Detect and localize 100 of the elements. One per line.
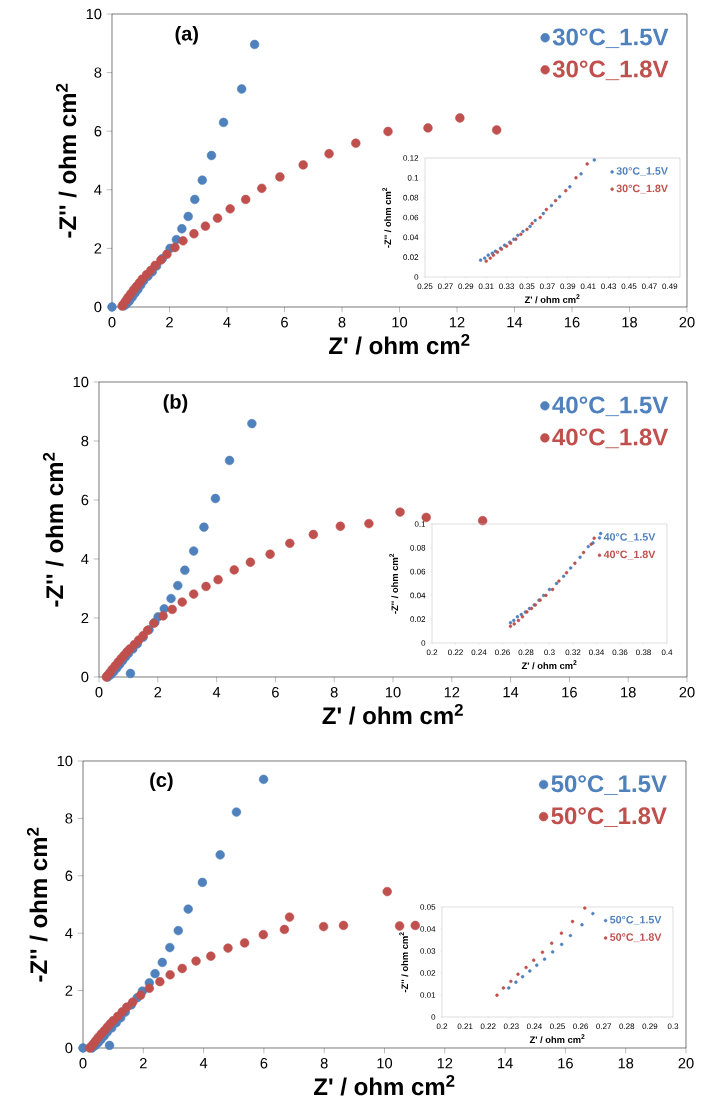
legend-label: 30°C_1.8V xyxy=(552,60,669,81)
x-tick-label: 0.25 xyxy=(550,1023,565,1030)
x-tick-label: 0.37 xyxy=(539,283,555,290)
y-tick-label: 0.04 xyxy=(403,234,419,241)
legend-label: 50°C_1.8V xyxy=(610,933,662,943)
x-axis-title: Z' / ohm cm$^{2}$ xyxy=(329,333,470,355)
text: (a) xyxy=(175,25,198,45)
y-tick-label: 0.06 xyxy=(410,568,426,575)
x-axis-title: Z' / ohm cm$^{2}$ xyxy=(521,660,577,670)
x-tick-label: 0.24 xyxy=(526,1023,542,1030)
y-tick-label: 0 xyxy=(94,301,102,313)
x-tick-label: 0.25 xyxy=(417,283,433,290)
x-tick-label: 6 xyxy=(281,317,288,328)
y-tick-label: 8 xyxy=(65,813,73,824)
y-tick-label: 4 xyxy=(94,184,102,195)
x-tick-label: 0.28 xyxy=(518,649,534,656)
x-tick-label: 0.3 xyxy=(667,1023,679,1030)
x-tick-label: 0.28 xyxy=(619,1023,635,1030)
x-axis-title: Z' / ohm cm$^{2}$ xyxy=(322,703,463,725)
x-tick-label: 20 xyxy=(679,687,695,698)
x-tick-label: 8 xyxy=(338,317,346,328)
x-tick-label: 0.49 xyxy=(662,283,678,290)
legend-label: 30°C_1.8V xyxy=(616,184,668,194)
y-axis-title: -Z'' / ohm cm$^{2}$ xyxy=(55,83,77,238)
legend-label: 40°C_1.5V xyxy=(552,396,669,417)
x-tick-label: 4 xyxy=(199,1058,208,1069)
y-tick-label: 0 xyxy=(81,671,89,683)
y-tick-label: 4 xyxy=(81,553,89,565)
y-axis-title: -Z'' / ohm cm$^{2}$ xyxy=(389,553,399,614)
x-tick-label: 0.35 xyxy=(519,283,535,290)
x-tick-label: 0.21 xyxy=(457,1023,473,1030)
y-tick-label: 8 xyxy=(81,435,89,447)
x-tick-label: 0.3 xyxy=(544,649,555,656)
x-tick-label: 0.27 xyxy=(596,1023,612,1030)
x-tick-label: 18 xyxy=(618,1058,634,1069)
x-tick-label: 0.22 xyxy=(480,1023,496,1030)
x-tick-label: 20 xyxy=(678,1058,694,1069)
x-tick-label: 16 xyxy=(564,317,580,328)
x-tick-label: 8 xyxy=(320,1058,328,1069)
x-tick-label: 10 xyxy=(385,687,401,698)
y-tick-label: 0.08 xyxy=(403,194,419,201)
x-tick-label: 0 xyxy=(108,317,116,328)
legend-label: 30°C_1.5V xyxy=(616,167,668,176)
y-tick-label: 0.02 xyxy=(420,970,436,976)
legend-label: 40°C_1.5V xyxy=(603,533,656,542)
y-tick-label: 10 xyxy=(57,755,73,767)
y-tick-label: 0.04 xyxy=(410,592,426,599)
text: (c) xyxy=(150,772,173,792)
x-tick-label: 0.24 xyxy=(471,649,487,656)
x-tick-label: 18 xyxy=(622,317,637,328)
y-tick-label: 0 xyxy=(414,274,419,280)
legend-label: 40°C_1.8V xyxy=(603,550,656,560)
legend-label: 30°C_1.5V xyxy=(552,28,669,49)
y-axis-title: -Z'' / ohm cm$^{2}$ xyxy=(382,187,392,248)
x-tick-label: 12 xyxy=(437,1058,453,1069)
x-tick-label: 0.26 xyxy=(495,649,510,656)
y-tick-label: 2 xyxy=(81,612,89,624)
x-tick-label: 16 xyxy=(558,1058,573,1069)
y-tick-label: 10 xyxy=(73,376,89,388)
y-tick-label: 2 xyxy=(94,243,102,254)
x-tick-label: 0.36 xyxy=(612,649,628,656)
x-tick-label: 0.2 xyxy=(426,649,438,656)
x-tick-label: 0.39 xyxy=(560,283,576,290)
y-tick-label: 0.05 xyxy=(420,904,436,910)
y-tick-label: 0.03 xyxy=(420,948,436,954)
x-tick-label: 2 xyxy=(154,687,162,698)
legend-label: 50°C_1.8V xyxy=(551,807,667,827)
x-tick-label: 0.45 xyxy=(621,283,637,290)
x-tick-label: 0.31 xyxy=(478,283,494,290)
x-tick-label: 0.22 xyxy=(448,649,463,656)
x-tick-label: 4 xyxy=(223,317,231,328)
x-tick-label: 4 xyxy=(212,687,221,698)
x-tick-label: 6 xyxy=(260,1058,268,1069)
x-tick-label: 14 xyxy=(498,1058,513,1069)
y-tick-label: 0 xyxy=(431,1014,436,1020)
x-tick-label: 0.29 xyxy=(642,1023,658,1030)
y-tick-label: 6 xyxy=(81,494,89,506)
y-tick-label: 0.12 xyxy=(403,155,419,161)
y-tick-label: 6 xyxy=(94,126,102,137)
x-axis-title: Z' / ohm cm$^{2}$ xyxy=(529,1034,585,1044)
x-tick-label: 0.32 xyxy=(565,649,581,656)
y-tick-label: 10 xyxy=(86,8,102,20)
y-tick-label: 0.04 xyxy=(420,926,436,932)
x-tick-label: 12 xyxy=(449,317,465,328)
x-tick-label: 0.43 xyxy=(601,283,617,290)
x-tick-label: 10 xyxy=(377,1058,393,1069)
y-axis-title: -Z'' / ohm cm$^{2}$ xyxy=(42,452,64,607)
y-tick-label: 0.08 xyxy=(410,544,426,551)
x-tick-label: 0.33 xyxy=(499,283,515,290)
x-tick-label: 2 xyxy=(139,1058,147,1069)
x-tick-label: 0.34 xyxy=(589,649,605,656)
y-tick-label: 0.02 xyxy=(410,616,426,623)
x-tick-label: 8 xyxy=(330,687,338,698)
y-tick-label: 0.02 xyxy=(403,254,419,260)
x-tick-label: 0.47 xyxy=(641,283,657,290)
x-tick-label: 0.4 xyxy=(661,649,673,656)
x-tick-label: 10 xyxy=(392,317,408,328)
x-tick-label: 16 xyxy=(562,687,577,698)
y-tick-label: 0.1 xyxy=(414,521,426,527)
x-axis-title: Z' / ohm cm$^{2}$ xyxy=(524,294,580,304)
